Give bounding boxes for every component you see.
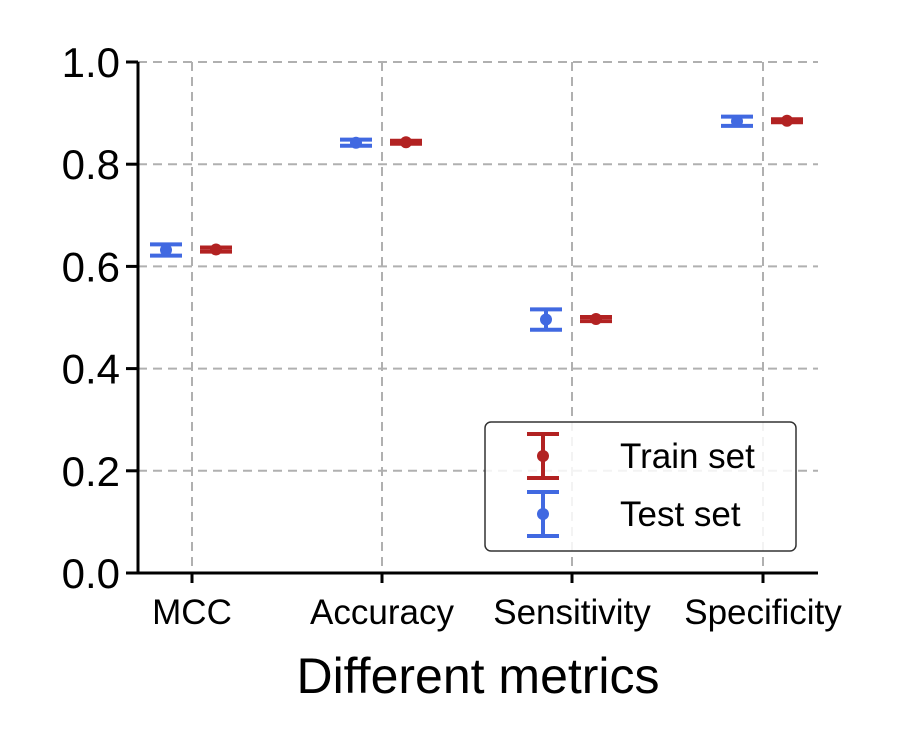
error-point	[200, 243, 232, 256]
data-marks	[150, 114, 803, 332]
x-tick-label: Specificity	[684, 593, 842, 632]
legend-entry: Train set	[527, 432, 755, 480]
error-point	[390, 136, 422, 149]
x-tick-label: MCC	[152, 593, 232, 632]
y-tick-label: 0.8	[62, 141, 120, 188]
x-axis-title: Different metrics	[296, 648, 659, 704]
error-point	[771, 114, 803, 127]
error-point	[580, 313, 612, 326]
legend-items: Train set Test set	[527, 432, 755, 538]
x-tick-label: Sensitivity	[493, 593, 651, 632]
error-point	[721, 114, 753, 128]
legend-label: Train set	[620, 437, 755, 476]
y-tick-label: 0.6	[62, 243, 120, 290]
y-tick-label: 1.0	[62, 39, 120, 86]
x-axis-categories: MCC Accuracy Sensitivity Specificity	[152, 573, 842, 632]
y-axis-ticks: 0.0 0.2 0.4 0.6 0.8 1.0	[62, 39, 138, 597]
error-point	[530, 307, 562, 332]
legend-label: Test set	[620, 495, 741, 534]
legend: Train set Test set	[484, 421, 797, 552]
error-point	[340, 136, 372, 149]
y-tick-label: 0.2	[62, 448, 120, 495]
y-tick-label: 0.0	[62, 550, 120, 597]
error-point	[150, 242, 182, 258]
legend-box	[484, 421, 797, 552]
y-tick-label: 0.4	[62, 346, 120, 393]
x-tick-label: Accuracy	[310, 593, 454, 632]
legend-entry: Test set	[527, 490, 741, 538]
